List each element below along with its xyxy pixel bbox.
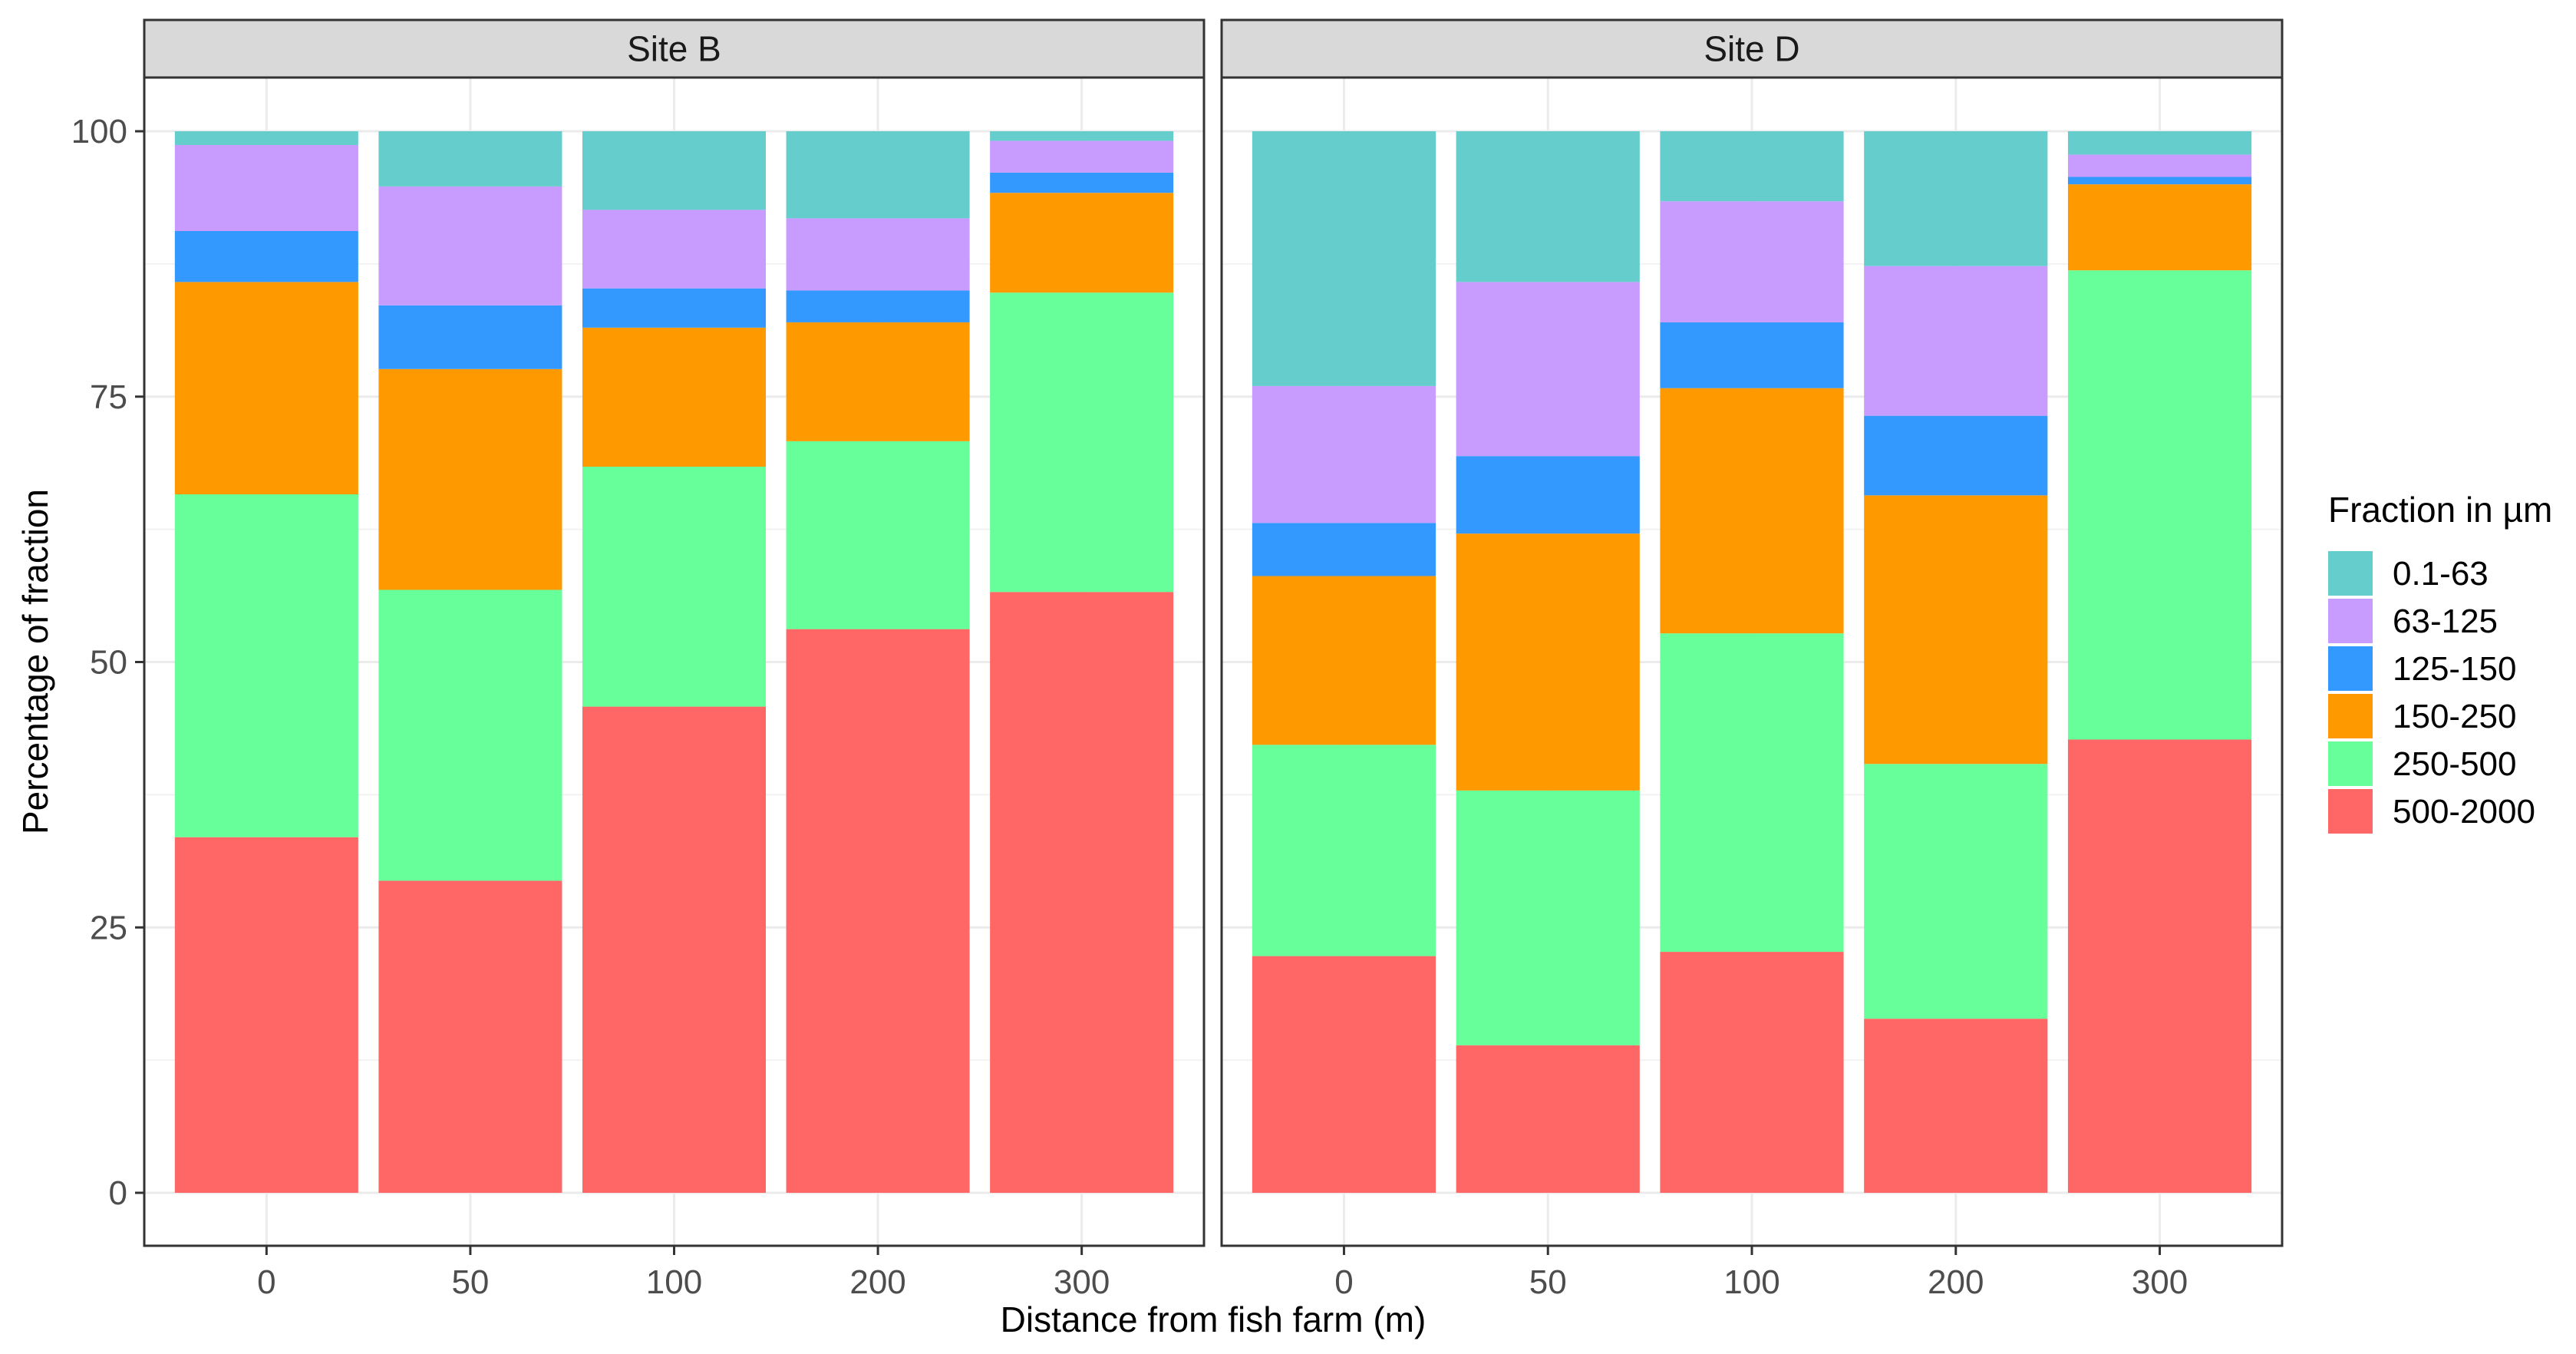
bar-segment	[990, 131, 1174, 141]
bar-segment	[1252, 131, 1436, 386]
bar-segment	[1660, 201, 1844, 322]
legend-label: 250-500	[2393, 745, 2516, 783]
bar-segment	[1864, 266, 2048, 416]
bar-segment	[2067, 184, 2252, 271]
bar-segment	[786, 131, 970, 219]
bar-segment	[1252, 523, 1436, 576]
bar-segment	[1864, 1019, 2048, 1193]
x-tick-label: 300	[1054, 1263, 1110, 1301]
bar-segment	[174, 282, 358, 494]
bar-segment	[786, 629, 970, 1193]
bar-segment	[378, 368, 562, 590]
x-tick-label: 200	[849, 1263, 905, 1301]
x-tick-label: 100	[646, 1263, 702, 1301]
bar-segment	[1660, 322, 1844, 388]
bar-segment	[1252, 385, 1436, 523]
facet-strip	[143, 18, 1206, 79]
bar-segment	[1456, 1045, 1640, 1193]
legend-key	[2328, 646, 2373, 691]
bar-segment	[990, 292, 1174, 593]
x-tick-label: 100	[1723, 1263, 1779, 1301]
bar-segment	[1456, 131, 1640, 282]
bar-segment	[2067, 270, 2252, 740]
bar-segment	[990, 592, 1174, 1193]
bar-segment	[786, 322, 970, 441]
bar-segment	[2067, 739, 2252, 1193]
legend-key	[2328, 551, 2373, 596]
bar-segment	[1864, 764, 2048, 1019]
bar-segment	[378, 131, 562, 187]
legend-key	[2328, 741, 2373, 786]
bar-segment	[1456, 456, 1640, 534]
legend-title: Fraction in µm	[2328, 490, 2552, 530]
legend-key	[2328, 599, 2373, 643]
y-tick-label: 50	[90, 644, 127, 682]
x-tick-label: 300	[2132, 1263, 2188, 1301]
bar-segment	[1660, 952, 1844, 1193]
legend-key	[2328, 789, 2373, 834]
legend-label: 500-2000	[2393, 793, 2535, 831]
bar-segment	[582, 210, 767, 289]
bar-segment	[582, 467, 767, 707]
x-tick-label: 50	[1529, 1263, 1567, 1301]
bar-segment	[174, 131, 358, 145]
facet-strip-label: Site D	[1704, 29, 1799, 69]
bar-segment	[378, 589, 562, 881]
bar-segment	[786, 290, 970, 322]
bar-segment	[582, 288, 767, 328]
bar-segment	[378, 880, 562, 1193]
bar-segment	[1864, 415, 2048, 496]
bar-segment	[174, 837, 358, 1193]
facet-strip-label: Site B	[627, 29, 721, 69]
x-tick-label: 50	[451, 1263, 489, 1301]
bar-segment	[1252, 576, 1436, 745]
legend-key	[2328, 694, 2373, 738]
bar-segment	[990, 172, 1174, 193]
bar-segment	[378, 186, 562, 305]
bar-segment	[1864, 131, 2048, 266]
y-tick-label: 75	[90, 378, 127, 416]
x-tick-label: 0	[1334, 1263, 1353, 1301]
bar-segment	[1660, 131, 1844, 202]
bar-segment	[1660, 388, 1844, 634]
x-axis-title: Distance from fish farm (m)	[1001, 1300, 1427, 1339]
bar-segment	[1456, 282, 1640, 457]
bar-segment	[1456, 790, 1640, 1045]
bar-segment	[990, 140, 1174, 173]
legend-label: 0.1-63	[2393, 555, 2489, 593]
bar-segment	[174, 144, 358, 232]
bar-segment	[1252, 956, 1436, 1193]
legend-label: 63-125	[2393, 603, 2498, 640]
y-tick-label: 0	[109, 1174, 127, 1212]
legend-label: 150-250	[2393, 698, 2516, 735]
bar-segment	[378, 305, 562, 369]
bar-segment	[174, 231, 358, 282]
bar-segment	[786, 441, 970, 629]
bar-segment	[2067, 154, 2252, 177]
y-tick-label: 100	[71, 113, 127, 150]
bar-segment	[582, 327, 767, 467]
bar-segment	[1456, 533, 1640, 791]
bar-segment	[990, 193, 1174, 293]
bar-segment	[1660, 633, 1844, 953]
bar-segment	[2067, 131, 2252, 155]
bar-segment	[582, 131, 767, 210]
y-axis-title: Percentage of fraction	[15, 489, 55, 834]
bar-segment	[1864, 495, 2048, 765]
bar-segment	[174, 494, 358, 837]
bar-segment	[2067, 177, 2252, 185]
facet-strip	[1220, 18, 2284, 79]
bar-segment	[786, 218, 970, 291]
x-tick-label: 0	[257, 1263, 275, 1301]
y-tick-label: 25	[90, 909, 127, 946]
bar-segment	[582, 706, 767, 1193]
x-tick-label: 200	[1928, 1263, 1984, 1301]
legend-label: 125-150	[2393, 650, 2516, 688]
bar-segment	[1252, 745, 1436, 956]
